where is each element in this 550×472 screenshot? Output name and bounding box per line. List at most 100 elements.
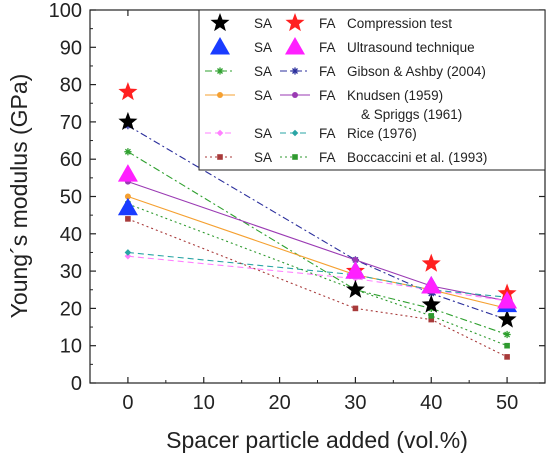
- data-point: [428, 316, 435, 323]
- legend-entry-label: Rice (1976): [347, 126, 417, 141]
- data-point: [421, 276, 442, 294]
- square-icon: [352, 305, 359, 312]
- legend-fa-label: FA: [319, 88, 336, 103]
- legend-marker: [291, 129, 299, 137]
- triangle-icon: [210, 37, 230, 55]
- x-tick-label: 20: [268, 392, 290, 414]
- square-icon: [217, 154, 223, 160]
- y-tick-label: 100: [49, 0, 82, 22]
- y-tick-label: 0: [71, 373, 82, 395]
- legend-marker: [291, 67, 299, 75]
- x-tick-label: 30: [344, 392, 366, 414]
- triangle-icon: [117, 164, 138, 182]
- data-point: [124, 193, 131, 200]
- legend-fa-label: FA: [319, 150, 336, 165]
- x-axis-label: Spacer particle added (vol.%): [166, 427, 468, 453]
- legend-entry-label: Boccaccini et al. (1993): [347, 150, 487, 165]
- legend-marker: [217, 92, 223, 98]
- y-tick-label: 80: [60, 75, 82, 97]
- x-tick-label: 10: [193, 392, 215, 414]
- triangle-icon: [285, 37, 305, 55]
- y-tick-label: 30: [60, 261, 82, 283]
- series-line: [127, 195, 508, 309]
- legend-entry-label: Gibson & Ashby (2004): [347, 64, 486, 79]
- square-icon: [125, 216, 131, 222]
- legend-marker: [285, 37, 305, 55]
- circle-icon: [292, 92, 298, 98]
- data-point: [118, 82, 138, 101]
- y-tick-label: 70: [60, 112, 82, 134]
- triangle-icon: [497, 290, 518, 309]
- legend-fa-label: FA: [319, 64, 336, 79]
- y-axis-label: Young´s modulus (GPa): [6, 74, 32, 319]
- series-markers: [117, 82, 518, 360]
- y-tick-label: 20: [60, 298, 82, 320]
- square-icon: [504, 354, 510, 360]
- legend-marker: [292, 154, 298, 160]
- data-point: [503, 330, 511, 339]
- series-line: [127, 251, 508, 298]
- legend-fa-label: FA: [319, 40, 336, 55]
- series-line: [127, 203, 508, 347]
- circle-icon: [124, 193, 131, 200]
- square-icon: [504, 342, 510, 349]
- asterisk-icon: [124, 148, 131, 155]
- data-point: [352, 256, 359, 263]
- legend-fa-label: FA: [319, 126, 336, 141]
- legend-marker: [216, 129, 224, 137]
- x-tick-label: 50: [496, 392, 518, 414]
- data-point: [504, 354, 510, 360]
- legend-sa-label: SA: [254, 64, 272, 79]
- star-icon: [421, 253, 441, 272]
- legend-sa-label: SA: [254, 126, 272, 141]
- legend-entry-label-continued: & Spriggs (1961): [361, 107, 462, 122]
- circle-icon: [217, 92, 223, 98]
- series-line: [127, 125, 508, 321]
- legend-sa-label: SA: [254, 40, 272, 55]
- data-point: [118, 111, 138, 130]
- series-line: [127, 218, 508, 358]
- data-point: [117, 164, 138, 182]
- data-point: [504, 342, 510, 349]
- data-point: [124, 249, 132, 256]
- legend-sa-label: SA: [254, 150, 272, 165]
- data-point: [117, 197, 138, 216]
- data-point: [345, 261, 366, 279]
- star-icon: [118, 111, 138, 130]
- legend-marker: [285, 13, 305, 32]
- data-point: [421, 253, 441, 272]
- data-point: [124, 148, 132, 156]
- y-tick-label: 60: [60, 149, 82, 171]
- diamond-icon: [124, 252, 132, 260]
- star-icon: [210, 13, 230, 32]
- x-tick-label: 40: [420, 392, 442, 414]
- legend-fa-label: FA: [319, 16, 336, 31]
- star-icon: [345, 279, 365, 298]
- y-tick-label: 10: [60, 336, 82, 358]
- star-icon: [285, 13, 305, 32]
- data-point: [352, 305, 359, 312]
- data-point: [497, 309, 517, 328]
- legend-entry-label: Knudsen (1959): [347, 88, 443, 103]
- square-icon: [428, 316, 435, 323]
- asterisk-icon: [217, 68, 223, 74]
- series-line: [127, 151, 508, 336]
- series-line: [127, 255, 508, 302]
- y-tick-label: 40: [60, 224, 82, 246]
- diamond-icon: [216, 129, 224, 137]
- y-tick-label: 50: [60, 187, 82, 209]
- data-point: [124, 252, 132, 260]
- legend-sa-label: SA: [254, 88, 272, 103]
- star-icon: [118, 82, 138, 101]
- data-point: [345, 279, 365, 298]
- data-point: [428, 313, 435, 319]
- triangle-icon: [345, 261, 366, 279]
- star-icon: [421, 294, 441, 313]
- legend-marker: [217, 154, 223, 160]
- data-point: [125, 216, 131, 222]
- legend: SA FA Compression test SA FA Ultrasound techn…: [198, 9, 546, 171]
- data-point: [421, 294, 441, 313]
- y-tick-label: 90: [60, 37, 82, 59]
- legend-sa-label: SA: [254, 16, 272, 31]
